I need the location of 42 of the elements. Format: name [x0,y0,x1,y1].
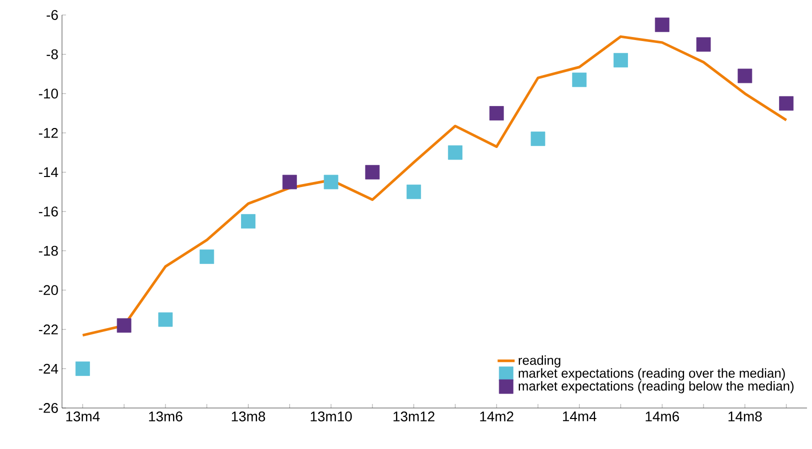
point [614,52,628,68]
y-tick-label: -14 [38,167,58,177]
y-tick-label: -12 [38,128,58,138]
point [75,362,90,376]
y-tick-label: -10 [38,88,58,99]
point [779,96,794,111]
y-tick-label: -6 [46,10,58,20]
x-tick-label: 14m4 [562,412,596,422]
y-tick-label: -26 [38,403,58,413]
point [241,214,256,229]
x-tick-label: 13m4 [66,412,100,422]
point [489,106,504,120]
y-tick-label: -20 [38,285,58,296]
x-tick-label: 13m12 [394,412,434,422]
point [572,72,587,88]
y-tick-label: -16 [38,206,58,216]
point [696,37,711,52]
point [530,132,546,146]
y-tick-label: -22 [38,324,58,334]
point [116,318,132,333]
x-tick-label: 13m6 [149,412,182,422]
x-tick-label: 14m8 [728,412,762,422]
point [448,145,462,160]
legend-label: market expectations (reading below the median) [518,381,794,394]
point [365,164,380,180]
point [738,68,752,84]
point [158,312,173,327]
x-tick-label: 13m10 [310,412,352,422]
point [324,174,338,190]
legend-label: reading [518,355,560,368]
x-tick-label: 13m8 [232,412,266,422]
point [282,174,297,190]
line-series [81,35,788,337]
point [200,249,214,264]
x-tick-label: 14m2 [480,412,514,422]
legend-label: market expectations (reading over the median) [518,368,785,380]
y-tick-label: -8 [46,49,58,60]
point [654,18,670,32]
x-tick-label: 14m6 [646,412,679,422]
y-tick-label: -24 [38,364,58,374]
y-tick-label: -18 [38,246,58,256]
point [406,184,422,200]
